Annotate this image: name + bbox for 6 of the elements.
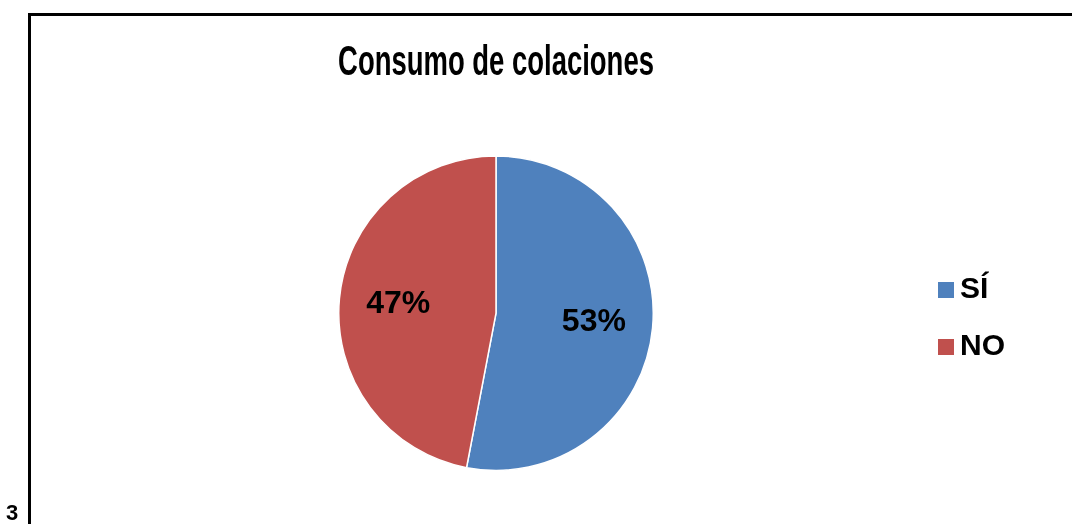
- legend-label: NO: [960, 328, 1005, 362]
- chart-title: Consumo de colaciones: [338, 36, 654, 85]
- legend-label: SÍ: [960, 271, 990, 305]
- data-label: 53%: [561, 302, 626, 339]
- text: 3: [6, 500, 19, 524]
- data-label: 47%: [366, 283, 431, 320]
